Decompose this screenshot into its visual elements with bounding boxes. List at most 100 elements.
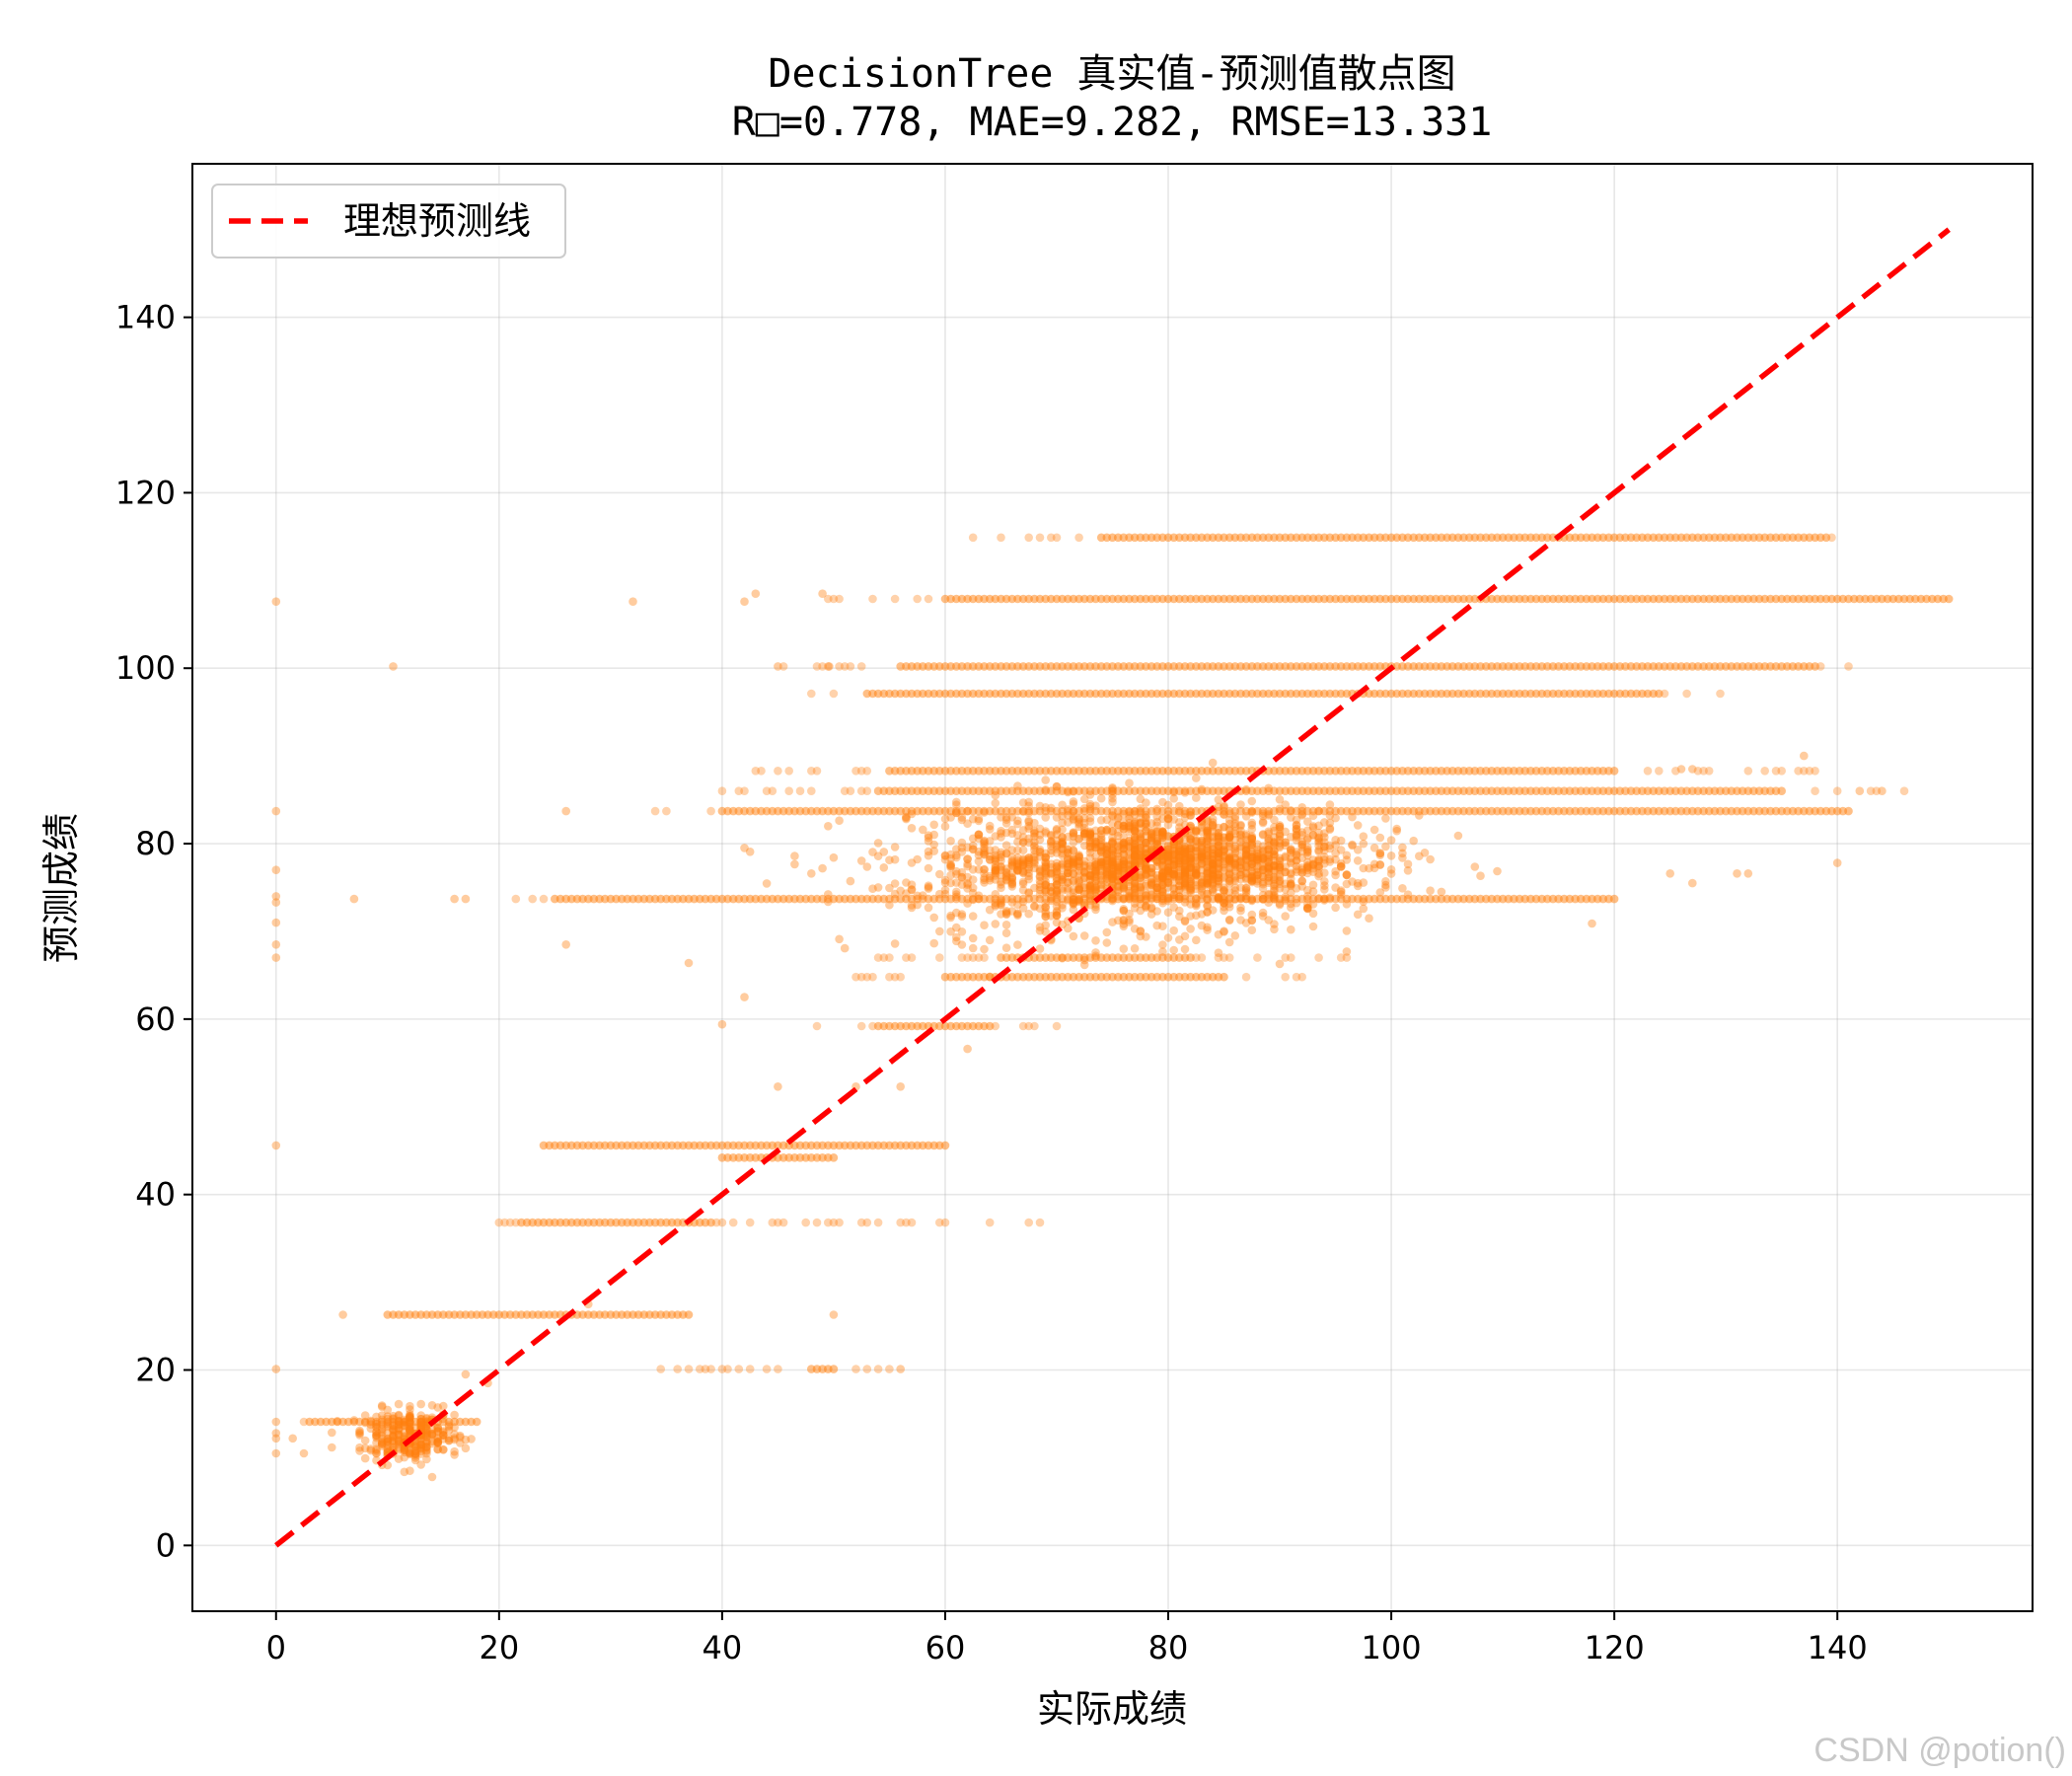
data-point-1962 bbox=[1381, 814, 1390, 823]
data-point-499 bbox=[856, 662, 866, 671]
data-point-1849 bbox=[1214, 948, 1223, 957]
data-point-978 bbox=[862, 786, 872, 795]
data-point-492 bbox=[778, 662, 788, 671]
data-point-3299 bbox=[1158, 797, 1167, 807]
data-point-1989 bbox=[907, 809, 917, 819]
data-point-787 bbox=[851, 767, 860, 776]
data-point-4145 bbox=[416, 1399, 426, 1409]
data-point-1422 bbox=[902, 953, 911, 962]
data-point-1683 bbox=[935, 1218, 944, 1227]
data-point-3744 bbox=[1079, 931, 1089, 940]
data-point-1889 bbox=[1069, 858, 1078, 868]
data-point-4017 bbox=[974, 830, 984, 839]
data-point-1866 bbox=[1192, 861, 1201, 870]
data-point-4014 bbox=[1069, 931, 1078, 941]
data-point-3547 bbox=[1415, 811, 1424, 820]
data-point-4398 bbox=[416, 1440, 426, 1449]
data-point-3815 bbox=[1180, 864, 1190, 874]
data-point-1498 bbox=[896, 972, 905, 982]
data-point-1803 bbox=[1047, 846, 1056, 855]
data-point-322 bbox=[835, 594, 844, 604]
data-point-3828 bbox=[1175, 872, 1184, 881]
data-point-2197 bbox=[762, 879, 772, 888]
data-point-4089 bbox=[1125, 916, 1134, 925]
data-point-3869 bbox=[885, 883, 894, 893]
data-point-3762 bbox=[1258, 895, 1268, 904]
data-point-4034 bbox=[963, 843, 972, 852]
data-point-3479 bbox=[1375, 833, 1385, 843]
data-point-2794 bbox=[1320, 868, 1329, 877]
data-point-1960 bbox=[902, 814, 911, 824]
data-point-2013 bbox=[1220, 898, 1228, 908]
data-point-4031 bbox=[1119, 850, 1129, 859]
data-point-4460 bbox=[1832, 858, 1842, 867]
data-point-1886 bbox=[1230, 866, 1240, 875]
data-point-1826 bbox=[1152, 883, 1161, 892]
data-point-4408 bbox=[410, 1451, 420, 1460]
data-point-1979 bbox=[1287, 845, 1295, 853]
data-point-3959 bbox=[980, 850, 989, 858]
data-point-3023 bbox=[1069, 797, 1078, 806]
data-point-1799 bbox=[1224, 830, 1234, 840]
data-point-4019 bbox=[1074, 835, 1083, 844]
data-point-3208 bbox=[1342, 870, 1352, 880]
data-point-1432 bbox=[1214, 953, 1223, 962]
data-point-4463 bbox=[1665, 869, 1674, 878]
data-point-3756 bbox=[1102, 825, 1112, 835]
data-point-1524 bbox=[812, 1021, 822, 1031]
data-point-1858 bbox=[1258, 883, 1268, 893]
data-point-788 bbox=[856, 767, 866, 776]
data-point-3311 bbox=[1013, 819, 1022, 829]
data-point-3455 bbox=[1281, 867, 1290, 877]
data-point-1837 bbox=[1136, 886, 1146, 895]
data-point-1663 bbox=[505, 1218, 515, 1227]
data-point-1967 bbox=[1308, 880, 1318, 890]
data-point-3912 bbox=[818, 863, 827, 873]
data-point-1684 bbox=[940, 1218, 950, 1227]
data-point-4433 bbox=[349, 894, 359, 904]
data-point-1502 bbox=[1297, 972, 1306, 982]
data-point-1755 bbox=[723, 1365, 732, 1373]
data-point-2245 bbox=[1047, 803, 1056, 813]
data-point-2550 bbox=[1353, 856, 1363, 865]
data-point-802 bbox=[1805, 767, 1814, 776]
data-point-3569 bbox=[1186, 884, 1195, 894]
data-point-3735 bbox=[1180, 916, 1190, 925]
data-point-3812 bbox=[1275, 900, 1285, 910]
data-point-1436 bbox=[1281, 953, 1290, 962]
data-point-1437 bbox=[1287, 953, 1295, 962]
data-point-4389 bbox=[433, 1403, 443, 1412]
data-point-3310 bbox=[1130, 944, 1140, 953]
data-point-3652 bbox=[902, 813, 911, 823]
data-point-781 bbox=[751, 767, 761, 776]
data-point-1754 bbox=[717, 1365, 727, 1373]
data-point-1673 bbox=[812, 1218, 822, 1227]
data-point-1847 bbox=[1186, 858, 1195, 867]
data-point-1851 bbox=[1224, 833, 1234, 842]
data-point-2790 bbox=[1353, 878, 1363, 888]
data-point-1796 bbox=[1180, 917, 1190, 926]
data-point-4027 bbox=[885, 855, 894, 864]
data-point-3955 bbox=[1476, 871, 1485, 880]
data-point-1494 bbox=[862, 972, 872, 982]
data-point-3984 bbox=[1208, 851, 1218, 860]
data-point-1877 bbox=[1113, 863, 1123, 872]
data-point-644 bbox=[1655, 689, 1664, 699]
data-point-3435 bbox=[1152, 907, 1161, 916]
data-point-1998 bbox=[1253, 871, 1262, 880]
data-point-1861 bbox=[1035, 835, 1045, 845]
data-point-4086 bbox=[952, 887, 961, 897]
data-point-1380 bbox=[1609, 894, 1619, 904]
data-point-4023 bbox=[1035, 944, 1045, 953]
data-point-648 bbox=[1682, 689, 1691, 699]
data-point-1892 bbox=[1085, 801, 1095, 811]
data-point-4033 bbox=[997, 910, 1005, 919]
data-point-647 bbox=[1660, 689, 1669, 699]
data-point-1936 bbox=[1398, 884, 1407, 893]
data-point-4024 bbox=[1058, 825, 1067, 834]
data-point-3155 bbox=[946, 837, 955, 846]
data-point-3545 bbox=[1142, 798, 1150, 807]
data-point-4449 bbox=[896, 1365, 905, 1373]
y-tick-label-5: 100 bbox=[115, 649, 176, 687]
data-point-2898 bbox=[1426, 886, 1435, 895]
